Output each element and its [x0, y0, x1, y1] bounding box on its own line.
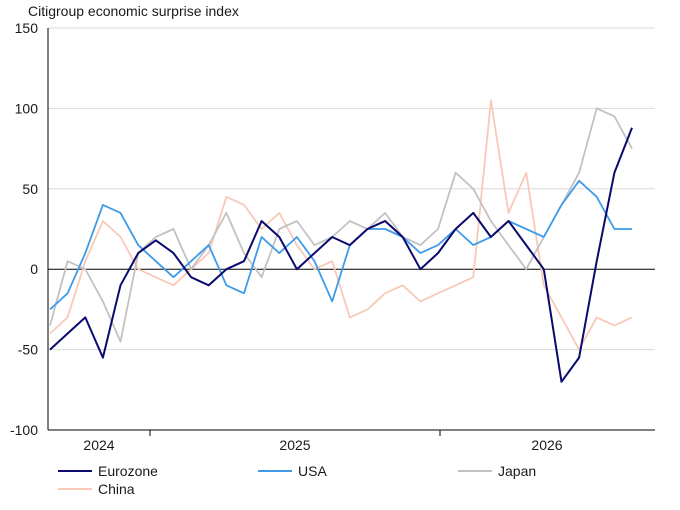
y-tick-label: -50 — [18, 342, 38, 358]
series-line-china — [49, 99, 633, 351]
series-line-japan — [49, 107, 633, 343]
series-line-eurozone — [49, 127, 633, 383]
chart-title: Citigroup economic surprise index — [28, 3, 239, 19]
y-tick-label: -100 — [10, 422, 38, 438]
y-tick-label: 150 — [15, 20, 39, 36]
y-tick-label: 0 — [30, 261, 38, 277]
y-tick-label: 50 — [22, 181, 38, 197]
x-tick-label: 2024 — [83, 437, 114, 453]
x-tick-label: 2026 — [531, 437, 562, 453]
x-tick-label: 2025 — [279, 437, 310, 453]
y-tick-label: 100 — [15, 100, 39, 116]
series-line-usa — [49, 179, 632, 311]
